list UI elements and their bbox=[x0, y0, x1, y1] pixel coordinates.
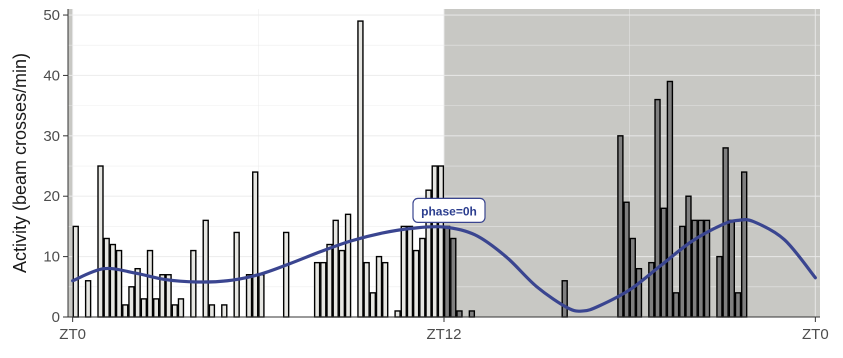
activity-bar bbox=[728, 219, 735, 318]
cosinor-fit: phase=0h bbox=[71, 197, 817, 313]
activity-bar bbox=[326, 243, 333, 318]
activity-bar bbox=[177, 298, 185, 318]
y-axis-title: Activity (beam crosses/min) bbox=[10, 53, 30, 273]
activity-bar bbox=[412, 249, 420, 318]
fit-curve bbox=[71, 217, 817, 313]
axes: 0 10 20 30 40 50 ZT0 ZT12 ZT0 bbox=[43, 7, 828, 343]
activity-bar bbox=[84, 280, 92, 318]
activity-bar bbox=[406, 225, 414, 318]
activity-bar bbox=[190, 249, 197, 318]
activity-bar bbox=[419, 237, 426, 318]
y-tick-label: 50 bbox=[43, 7, 60, 24]
activity-bar bbox=[629, 237, 636, 318]
activity-bar bbox=[221, 304, 228, 318]
activity-bar bbox=[208, 304, 216, 318]
y-tick-label: 30 bbox=[43, 128, 60, 145]
phase-label: phase=0h bbox=[421, 204, 477, 218]
activity-bar bbox=[654, 98, 661, 318]
activity-bar bbox=[382, 261, 389, 318]
activity-bar bbox=[171, 304, 178, 318]
activity-bar bbox=[617, 135, 624, 318]
activity-bar bbox=[344, 213, 352, 318]
activity-bar bbox=[245, 274, 253, 318]
activity-bars bbox=[72, 20, 748, 318]
activity-bar bbox=[400, 225, 407, 318]
x-tick-label: ZT0 bbox=[59, 326, 86, 343]
activity-bar bbox=[146, 249, 154, 318]
activity-bar bbox=[685, 195, 692, 318]
activity-bar bbox=[716, 255, 723, 318]
activity-bar bbox=[679, 225, 686, 318]
activity-bar bbox=[332, 219, 339, 318]
activity-bar bbox=[666, 80, 674, 318]
activity-bar bbox=[431, 165, 438, 318]
activity-bar bbox=[722, 147, 729, 318]
activity-bar bbox=[202, 219, 209, 318]
activity-bar bbox=[338, 249, 346, 318]
y-tick-label: 20 bbox=[43, 188, 60, 205]
activity-bar bbox=[357, 20, 364, 318]
y-tick-label: 10 bbox=[43, 249, 60, 266]
activity-bar bbox=[561, 280, 568, 318]
activity-bar bbox=[313, 261, 321, 318]
activity-bar bbox=[394, 310, 401, 318]
activity-bar bbox=[375, 255, 383, 318]
activity-bar bbox=[456, 310, 463, 318]
activity-bar bbox=[740, 171, 748, 318]
activity-bar bbox=[363, 261, 370, 318]
activity-bar bbox=[691, 219, 698, 318]
activity-bar bbox=[109, 243, 117, 318]
activity-bar bbox=[734, 292, 742, 318]
activity-bar bbox=[72, 225, 79, 318]
activity-bar bbox=[672, 292, 680, 318]
activity-bar bbox=[252, 171, 259, 318]
activity-bar bbox=[134, 267, 141, 318]
activity-bar bbox=[282, 231, 290, 318]
activity-bar bbox=[258, 274, 265, 318]
x-tick-label: ZT12 bbox=[426, 326, 461, 343]
activity-bar bbox=[437, 165, 445, 318]
phase-label-box bbox=[412, 197, 486, 224]
activity-bar bbox=[623, 201, 630, 318]
activity-bar bbox=[128, 286, 135, 318]
activity-bar bbox=[450, 237, 457, 318]
activity-bar bbox=[159, 274, 166, 318]
activity-bar bbox=[115, 249, 123, 318]
activity-bar bbox=[468, 310, 476, 318]
activity-bar bbox=[97, 165, 104, 318]
activity-bar bbox=[103, 237, 110, 318]
y-tick-label: 40 bbox=[43, 67, 60, 84]
activity-bar bbox=[122, 304, 129, 318]
shaded-period-0 bbox=[68, 9, 73, 317]
activity-bar bbox=[635, 267, 643, 318]
activity-bar bbox=[140, 298, 148, 318]
y-tick-label: 0 bbox=[52, 309, 60, 326]
activity-bar bbox=[443, 225, 451, 318]
activity-bar bbox=[369, 292, 377, 318]
activity-bar bbox=[233, 231, 240, 318]
activity-bar bbox=[320, 261, 327, 318]
x-tick-label: ZT0 bbox=[802, 326, 829, 343]
activity-bar bbox=[153, 298, 160, 318]
